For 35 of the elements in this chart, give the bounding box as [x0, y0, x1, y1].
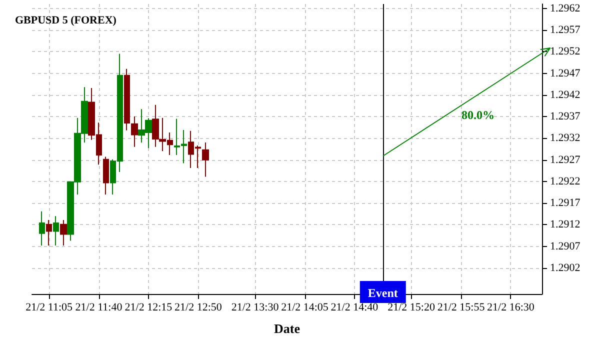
- candlestick: [39, 210, 45, 246]
- x-tick-label: 21/2 15:20: [388, 302, 436, 314]
- text: GBPUSD 5 (FOREX): [15, 14, 117, 26]
- y-tick-label: 1.2922: [550, 175, 580, 188]
- x-tick-label: 21/2 11:05: [26, 302, 74, 314]
- y-tick-label: 1.2907: [550, 240, 581, 252]
- x-tick-label: 21/2 15:55: [437, 302, 486, 314]
- y-tick-label: 1.2962: [550, 2, 580, 14]
- x-tick-label: 21/2 11:40: [75, 302, 123, 314]
- x-tick-label: 21/2 12:15: [124, 302, 173, 314]
- y-tick-label: 1.2942: [550, 88, 580, 101]
- y-tick-label: 1.2912: [550, 218, 580, 231]
- x-tick-label: 21/2 13:30: [231, 302, 280, 314]
- x-tick-label: 21/2 14:40: [330, 302, 379, 314]
- x-tick-label: 21/2 16:30: [487, 302, 535, 314]
- candlestick: [124, 68, 130, 131]
- x-axis-title: Date: [274, 321, 300, 336]
- y-tick-label: 1.2917: [550, 197, 581, 210]
- y-tick-label: 1.2957: [550, 24, 581, 36]
- candlestick: [131, 116, 138, 148]
- y-tick-label: 1.2947: [550, 67, 581, 80]
- y-tick-label: 1.2937: [550, 110, 581, 123]
- candlestick: [46, 219, 52, 246]
- x-tick-label: 21/2 12:50: [174, 302, 222, 314]
- candlestick: [53, 216, 59, 246]
- y-tick-label: 1.2952: [550, 46, 580, 58]
- y-tick-label: 1.2932: [550, 132, 580, 144]
- y-tick-label: 1.2927: [550, 154, 581, 166]
- x-tick-label: 21/2 14:05: [281, 302, 329, 314]
- candlestick: [202, 142, 209, 178]
- y-tick-label: 1.2902: [550, 262, 580, 274]
- candlestick: [60, 219, 67, 246]
- ref-line-label: Event: [368, 286, 398, 300]
- annotation: 80.0%: [462, 108, 494, 122]
- candlestick: [103, 156, 109, 195]
